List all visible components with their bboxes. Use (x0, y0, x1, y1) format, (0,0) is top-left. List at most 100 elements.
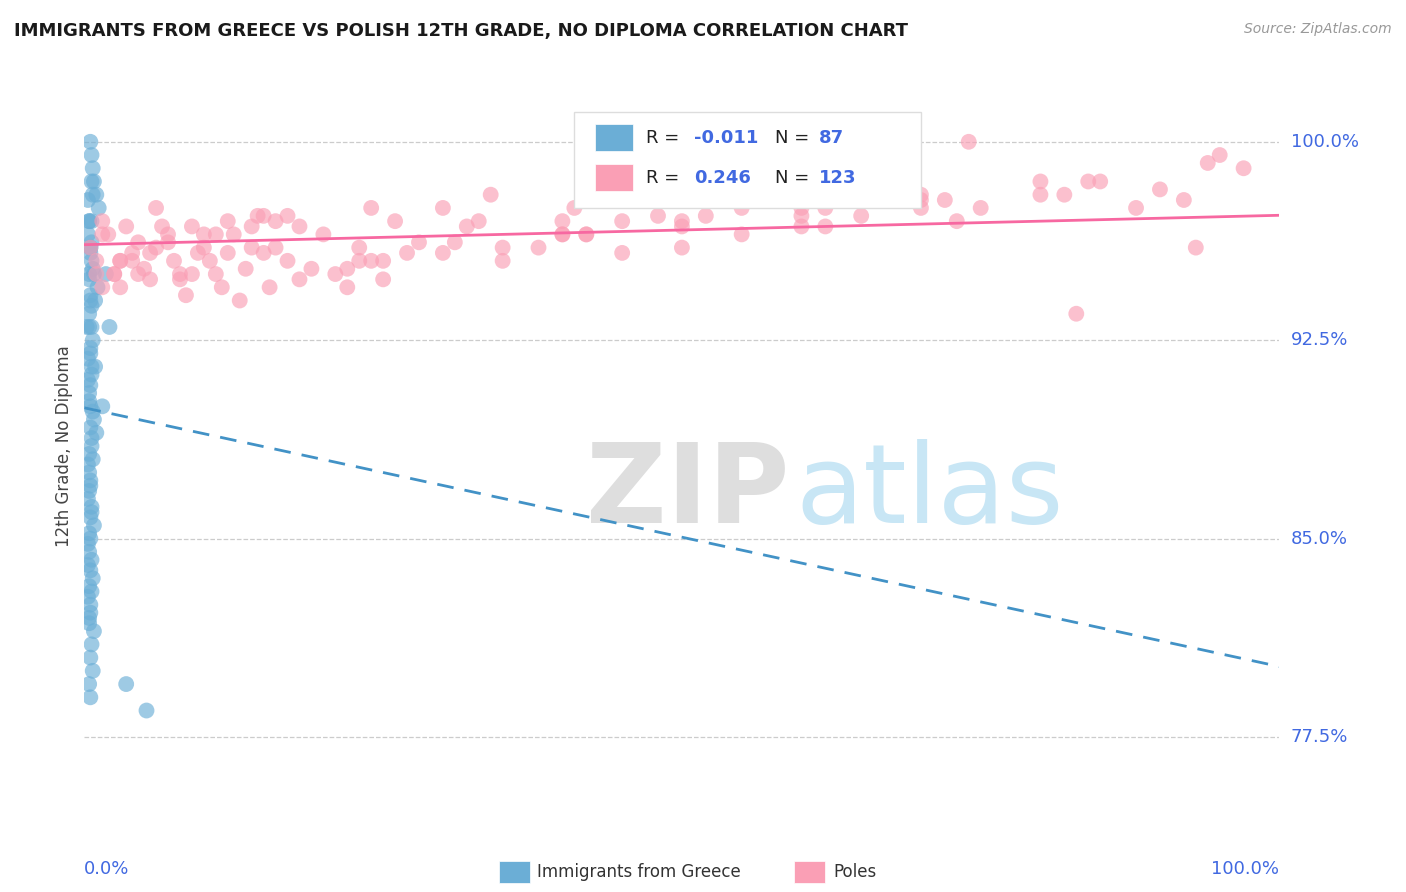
Point (432, 201, 454, 215)
Point (1173, 193, 1195, 207)
Point (264, 241, 287, 255)
Point (373, 272, 395, 286)
Point (1029, 174, 1052, 188)
Point (198, 253, 221, 268)
Point (77, 579, 100, 593)
Point (1066, 307, 1088, 321)
Point (277, 209, 299, 223)
Y-axis label: 12th Grade, No Diploma: 12th Grade, No Diploma (55, 345, 73, 547)
Point (396, 246, 419, 260)
Text: ZIP: ZIP (586, 439, 790, 546)
Point (84, 359, 107, 374)
Point (1233, 161, 1256, 176)
Point (253, 209, 276, 223)
Point (163, 253, 186, 268)
Point (169, 272, 191, 286)
Point (1185, 241, 1208, 255)
Point (946, 214, 969, 228)
Text: 92.5%: 92.5% (1291, 331, 1348, 349)
Point (80, 214, 103, 228)
Point (575, 227, 598, 242)
Point (80, 359, 103, 374)
Point (77, 483, 100, 498)
Text: atlas: atlas (796, 439, 1064, 546)
Point (671, 214, 693, 228)
Point (235, 261, 257, 276)
Point (934, 193, 956, 207)
Point (150, 219, 173, 234)
Point (82, 333, 104, 347)
Point (205, 227, 228, 242)
Point (80, 253, 103, 268)
Point (468, 214, 491, 228)
Point (432, 246, 454, 260)
Point (82, 161, 104, 176)
Point (79, 650, 101, 665)
Point (264, 214, 287, 228)
Point (240, 241, 263, 255)
Point (87, 201, 110, 215)
Point (110, 280, 132, 294)
Point (77, 320, 100, 334)
Point (301, 261, 323, 276)
Point (80, 174, 103, 188)
Point (82, 261, 104, 276)
Point (814, 219, 837, 234)
Point (217, 214, 239, 228)
Point (288, 219, 311, 234)
Point (86, 425, 108, 440)
Point (79, 606, 101, 620)
Point (77, 214, 100, 228)
Point (671, 219, 693, 234)
Point (325, 267, 347, 281)
Point (77, 677, 100, 691)
Point (456, 219, 478, 234)
Text: 87: 87 (820, 128, 845, 146)
Point (80, 431, 103, 445)
Point (80, 235, 103, 250)
Point (851, 193, 873, 207)
Text: IMMIGRANTS FROM GREECE VS POLISH 12TH GRADE, NO DIPLOMA CORRELATION CHART: IMMIGRANTS FROM GREECE VS POLISH 12TH GR… (14, 22, 908, 40)
Point (82, 404, 104, 418)
Point (103, 267, 125, 281)
Point (79, 690, 101, 705)
Point (145, 201, 167, 215)
Point (121, 246, 143, 260)
Point (83, 624, 105, 639)
Point (838, 148, 860, 162)
Point (157, 227, 180, 242)
Point (77, 590, 100, 604)
Point (957, 135, 980, 149)
Point (1090, 174, 1112, 188)
Point (181, 219, 204, 234)
Point (80, 368, 103, 382)
FancyBboxPatch shape (595, 164, 633, 191)
Point (80, 148, 103, 162)
Point (169, 267, 191, 281)
Point (79, 378, 101, 392)
Point (77, 214, 100, 228)
Point (205, 267, 228, 281)
Point (181, 267, 204, 281)
Point (612, 214, 634, 228)
Point (91, 214, 114, 228)
Point (790, 219, 813, 234)
Point (115, 677, 138, 691)
Point (77, 386, 100, 401)
Point (127, 267, 149, 281)
Point (139, 246, 162, 260)
Point (77, 466, 100, 480)
Text: 100.0%: 100.0% (1212, 860, 1279, 878)
Point (731, 201, 754, 215)
Point (79, 246, 101, 260)
Point (246, 209, 269, 223)
Point (115, 219, 138, 234)
Point (444, 235, 467, 250)
Point (79, 598, 101, 612)
Point (80, 553, 103, 567)
Point (79, 135, 101, 149)
Point (360, 201, 382, 215)
Point (1209, 148, 1232, 162)
Point (77, 491, 100, 506)
Text: Poles: Poles (834, 863, 877, 881)
